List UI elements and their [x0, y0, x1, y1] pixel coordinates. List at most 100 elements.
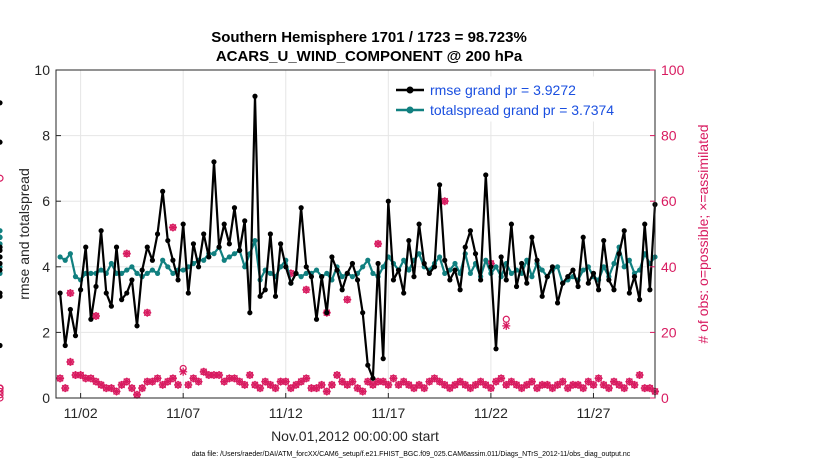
- x-tick-label: 11/22: [474, 405, 508, 421]
- totalspread-point: [165, 264, 171, 270]
- obs-assimilated-marker: [635, 371, 644, 380]
- obs-assimilated-marker: [276, 377, 285, 386]
- obs-assimilated-marker: [609, 377, 618, 386]
- obs-assimilated-marker: [507, 377, 516, 386]
- rmse-point: [160, 188, 166, 194]
- rmse-point: [637, 297, 643, 303]
- obs-assimilated-marker: [302, 374, 311, 383]
- obs-assimilated-marker: [220, 377, 229, 386]
- rmse-point: [375, 260, 381, 267]
- rmse-point: [170, 257, 176, 263]
- obs-assimilated-marker: [143, 308, 152, 317]
- totalspread-point: [539, 267, 545, 273]
- rmse-point: [570, 267, 576, 273]
- obs-assimilated-marker: [86, 374, 95, 383]
- obs-assimilated-marker: [481, 380, 490, 389]
- obs-assimilated-marker: [533, 384, 542, 393]
- rmse-point: [0, 139, 3, 145]
- totalspread-point: [601, 264, 607, 270]
- rmse-point: [201, 231, 207, 237]
- rmse-point: [0, 293, 3, 299]
- totalspread-point: [0, 228, 3, 234]
- rmse-point: [360, 310, 366, 316]
- y-axis-label-left: rmse and totalspread: [16, 168, 32, 300]
- y-tick-label: 8: [42, 128, 50, 144]
- rmse-point: [467, 228, 473, 234]
- rmse-point: [390, 277, 397, 283]
- obs-assimilated-marker: [327, 380, 336, 389]
- rmse-point: [498, 254, 504, 260]
- rmse-point: [401, 290, 407, 296]
- rmse-point: [616, 251, 622, 257]
- obs-assimilated-marker: [440, 197, 449, 206]
- obs-assimilated-marker: [625, 377, 634, 386]
- totalspread-point: [406, 267, 412, 273]
- obs-assimilated-marker: [630, 380, 639, 389]
- totalspread-point: [529, 274, 535, 280]
- obs-assimilated-marker: [184, 380, 193, 389]
- rmse-point: [308, 274, 314, 280]
- rmse-point: [590, 270, 597, 276]
- rmse-point: [611, 287, 617, 293]
- rmse-point: [154, 231, 161, 237]
- obs-assimilated-marker: [338, 377, 347, 386]
- x-axis-label: Nov.01,2012 00:00:00 start: [271, 428, 439, 444]
- rmse-point: [283, 264, 289, 270]
- totalspread-point: [401, 257, 407, 263]
- rmse-point: [349, 260, 356, 267]
- rmse-point: [647, 287, 653, 293]
- rmse-point: [452, 267, 458, 273]
- obs-assimilated-marker: [420, 384, 429, 393]
- totalspread-point: [467, 270, 473, 276]
- obs-assimilated-marker: [122, 249, 131, 258]
- rmse-point: [278, 241, 284, 247]
- obs-assimilated-marker: [594, 374, 603, 383]
- obs-assimilated-marker: [579, 384, 588, 393]
- y-right-tick-label: 80: [661, 128, 677, 144]
- obs-assimilated-marker: [97, 380, 106, 389]
- rmse-point: [544, 274, 550, 280]
- rmse-point: [221, 221, 227, 227]
- rmse-point: [385, 198, 391, 204]
- legend-label-totalspread: totalspread grand pr = 3.7374: [430, 102, 614, 118]
- obs-assimilated-marker: [497, 374, 506, 383]
- rmse-point: [524, 280, 530, 286]
- obs-assimilated-marker: [425, 377, 434, 386]
- obs-assimilated-marker: [292, 380, 301, 389]
- obs-assimilated-marker: [66, 357, 75, 366]
- obs-assimilated-marker: [107, 384, 116, 393]
- obs-assimilated-marker: [143, 377, 152, 386]
- rmse-point: [560, 280, 566, 286]
- obs-assimilated-marker: [153, 374, 162, 383]
- rmse-point: [606, 277, 612, 283]
- rmse-point: [139, 267, 145, 273]
- rmse-point: [437, 182, 443, 188]
- totalspread-point: [508, 270, 515, 276]
- totalspread-point: [119, 270, 125, 276]
- obs-assimilated-marker: [435, 377, 444, 386]
- totalspread-point: [144, 270, 150, 276]
- obs-assimilated-marker: [71, 371, 80, 380]
- obs-possible-marker: [0, 394, 4, 402]
- rmse-point: [329, 254, 335, 260]
- totalspread-point: [621, 264, 627, 270]
- rmse-point: [478, 277, 484, 283]
- totalspread-point: [360, 264, 366, 270]
- rmse-point: [426, 270, 432, 276]
- totalspread-point: [524, 257, 530, 263]
- totalspread-point: [154, 270, 161, 276]
- rmse-point: [642, 221, 648, 227]
- obs-assimilated-marker: [440, 380, 449, 389]
- totalspread-point: [72, 274, 79, 280]
- obs-assimilated-marker: [353, 384, 362, 393]
- obs-assimilated-marker: [471, 380, 480, 389]
- rmse-point: [462, 244, 468, 250]
- obs-assimilated-marker: [589, 380, 598, 389]
- y-tick-label: 10: [34, 62, 50, 78]
- rmse-point: [262, 287, 268, 293]
- obs-assimilated-marker: [281, 377, 290, 386]
- obs-assimilated-marker: [486, 384, 495, 393]
- rmse-point: [180, 221, 186, 227]
- y-tick-label: 6: [42, 193, 50, 209]
- totalspread-point: [231, 251, 238, 257]
